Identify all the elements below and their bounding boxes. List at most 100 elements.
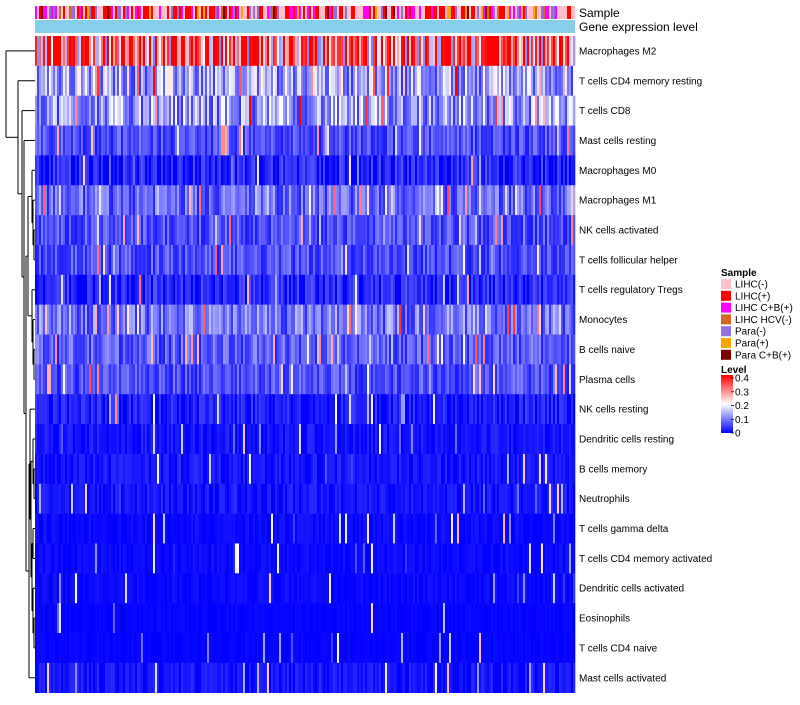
- heatmap-cell: [113, 65, 116, 96]
- heatmap-cell: [167, 364, 170, 395]
- heatmap-cell: [543, 65, 546, 96]
- heatmap-cell: [303, 155, 306, 186]
- heatmap-cell: [529, 274, 532, 305]
- heatmap-cell: [309, 36, 312, 67]
- heatmap-cell: [517, 334, 520, 365]
- heatmap-cell: [101, 155, 104, 186]
- heatmap-cell: [131, 125, 134, 156]
- heatmap-cell: [133, 453, 136, 485]
- heatmap-cell: [573, 65, 576, 96]
- heatmap-cell: [487, 424, 490, 455]
- heatmap-cell: [213, 155, 216, 186]
- heatmap-cell: [239, 483, 242, 514]
- heatmap-cell: [63, 424, 66, 455]
- heatmap-cell: [303, 304, 306, 335]
- heatmap-cell: [319, 334, 322, 365]
- heatmap-cell: [547, 304, 550, 335]
- heatmap-cell: [237, 95, 240, 126]
- heatmap-cell: [303, 334, 306, 365]
- heatmap-cell: [213, 36, 216, 67]
- heatmap-cell: [303, 424, 306, 455]
- heatmap-cell: [167, 274, 170, 305]
- heatmap-cell: [115, 185, 118, 216]
- heatmap-cell: [247, 244, 250, 276]
- heatmap-cell: [201, 215, 204, 246]
- heatmap-cell: [83, 304, 86, 335]
- heatmap-cell: [377, 394, 380, 425]
- heatmap-cell: [475, 483, 478, 514]
- heatmap-cell: [301, 125, 304, 156]
- heatmap-cell: [399, 185, 402, 216]
- heatmap-cell: [125, 36, 128, 67]
- heatmap-cell: [249, 424, 252, 455]
- heatmap-cell: [181, 215, 184, 246]
- heatmap-cell: [115, 364, 118, 395]
- heatmap-cell: [47, 394, 50, 425]
- heatmap-cell: [461, 185, 464, 216]
- heatmap-cell: [417, 155, 420, 186]
- heatmap-cell: [195, 185, 198, 216]
- sample-cell: [229, 6, 232, 19]
- heatmap-cell: [81, 95, 84, 126]
- heatmap-cell: [353, 185, 356, 216]
- heatmap-cell: [461, 364, 464, 395]
- heatmap-cell: [463, 95, 466, 126]
- heatmap-cell: [299, 513, 302, 544]
- heatmap-cell: [113, 274, 116, 305]
- heatmap-cell: [211, 543, 214, 574]
- heatmap-cell: [491, 483, 494, 514]
- heatmap-cell: [43, 304, 46, 335]
- heatmap-cell: [53, 125, 56, 156]
- heatmap-cell: [229, 65, 232, 96]
- heatmap-cell: [293, 274, 296, 305]
- heatmap-cell: [265, 483, 268, 514]
- heatmap-cell: [105, 453, 108, 485]
- heatmap-cell: [139, 424, 142, 455]
- heatmap-cell: [323, 274, 326, 305]
- heatmap-cell: [43, 244, 46, 276]
- heatmap-cell: [205, 394, 208, 425]
- sample-cell: [43, 6, 46, 19]
- heatmap-cell: [227, 185, 230, 216]
- heatmap-cell: [403, 424, 406, 455]
- heatmap-cell: [571, 65, 574, 96]
- heatmap-cell: [471, 483, 474, 514]
- heatmap-cell: [157, 394, 160, 425]
- heatmap-cell: [419, 244, 422, 276]
- heatmap-cell: [559, 453, 562, 485]
- heatmap-cell: [249, 513, 252, 544]
- heatmap-cell: [401, 334, 404, 365]
- heatmap-cell: [469, 155, 472, 186]
- heatmap-cell: [479, 95, 482, 126]
- heatmap-cell: [483, 65, 486, 96]
- heatmap-cell: [135, 274, 138, 305]
- heatmap-cell: [99, 424, 102, 455]
- heatmap-cell: [145, 394, 148, 425]
- heatmap-cell: [173, 543, 176, 574]
- heatmap-cell: [541, 185, 544, 216]
- heatmap-cell: [389, 274, 392, 305]
- heatmap-cell: [475, 394, 478, 425]
- heatmap-cell: [199, 334, 202, 365]
- heatmap-cell: [477, 453, 480, 485]
- heatmap-cell: [91, 185, 94, 216]
- heatmap-cell: [323, 513, 326, 544]
- heatmap-cell: [555, 453, 558, 485]
- heatmap-cell: [143, 155, 146, 186]
- heatmap-cell: [99, 215, 102, 246]
- heatmap-cell: [263, 125, 266, 156]
- sample-cell: [559, 6, 562, 19]
- heatmap-cell: [309, 65, 312, 96]
- heatmap-cell: [439, 125, 442, 156]
- heatmap-cell: [99, 244, 102, 276]
- heatmap-cell: [261, 334, 264, 365]
- heatmap-cell: [267, 95, 270, 126]
- heatmap-cell: [519, 125, 522, 156]
- heatmap-cell: [137, 513, 140, 544]
- heatmap-cell: [263, 244, 266, 276]
- heatmap-cell: [443, 65, 446, 96]
- heatmap-cell: [227, 424, 230, 455]
- heatmap-cell: [561, 304, 564, 335]
- heatmap-cell: [473, 215, 476, 246]
- heatmap-cell: [409, 244, 412, 276]
